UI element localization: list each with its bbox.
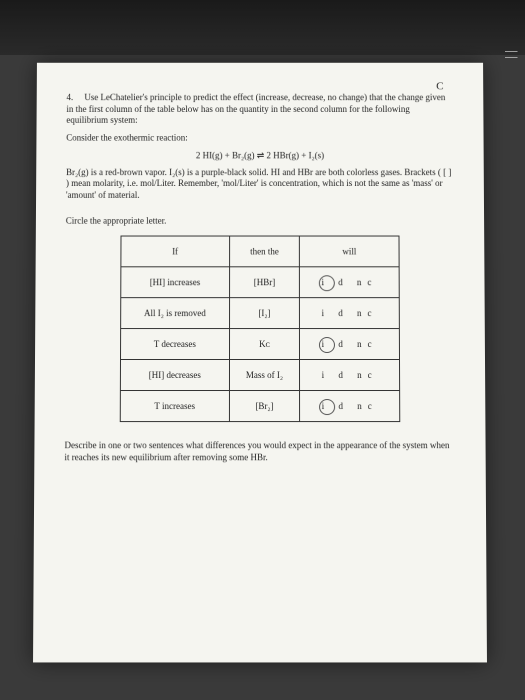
edge-marks: | | xyxy=(503,50,519,59)
choice-nc: nc xyxy=(357,401,378,411)
header-then: then the xyxy=(229,236,300,267)
cell-if: T increases xyxy=(120,390,229,421)
cell-then: [I₂] xyxy=(229,297,300,328)
choice-nc: nc xyxy=(357,370,378,380)
cell-choices: i d nc xyxy=(300,359,400,390)
cell-if: All I₂ is removed xyxy=(121,297,230,328)
reaction-equation: 2 HI(g) + Br₂(g) ⇌ 2 HBr(g) + I₂(s) xyxy=(66,150,454,161)
question-text-1: Use LeChatelier's principle to predict t… xyxy=(66,92,445,125)
describe-question: Describe in one or two sentences what di… xyxy=(64,440,455,463)
choice-d: d xyxy=(338,308,349,318)
cell-if: T decreases xyxy=(121,328,230,359)
desk-surface xyxy=(0,0,525,55)
consider-line: Consider the exothermic reaction: xyxy=(66,133,454,145)
table-row: [HI] increases [HBr] i d nc xyxy=(121,267,399,298)
choice-d: d xyxy=(338,370,349,380)
table-row: [HI] decreases Mass of I₂ i d nc xyxy=(120,359,399,390)
cell-choices: i d nc xyxy=(300,297,400,328)
cell-then: Kᴄ xyxy=(229,328,300,359)
choice-i: i xyxy=(322,370,331,380)
choice-i: i xyxy=(322,339,331,349)
choice-d: d xyxy=(339,401,350,411)
table-row: T decreases Kᴄ i d nc xyxy=(121,328,400,359)
cell-choices: i d nc xyxy=(300,328,400,359)
cell-choices: i d nc xyxy=(300,267,400,298)
question-intro: 4. Use LeChatelier's principle to predic… xyxy=(66,92,453,127)
cell-then: [HBr] xyxy=(229,267,300,298)
worksheet-page: C 4. Use LeChatelier's principle to pred… xyxy=(33,63,487,663)
header-will: will xyxy=(300,236,399,267)
choice-nc: nc xyxy=(357,339,378,349)
table-header-row: If then the will xyxy=(121,236,399,267)
choice-i: i xyxy=(322,277,331,287)
cell-then: [Br₂] xyxy=(229,390,300,421)
cell-then: Mass of I₂ xyxy=(229,359,300,390)
circle-instruction: Circle the appropriate letter. xyxy=(66,216,454,226)
header-if: If xyxy=(121,236,229,267)
choice-d: d xyxy=(338,277,349,287)
table-row: T increases [Br₂] i d nc xyxy=(120,390,399,421)
question-number: 4. xyxy=(66,92,73,102)
choice-i: i xyxy=(322,401,331,411)
choice-nc: nc xyxy=(357,277,377,287)
cell-if: [HI] decreases xyxy=(120,359,229,390)
question-text-2: Br₂(g) is a red-brown vapor. I₂(s) is a … xyxy=(66,167,454,202)
table-row: All I₂ is removed [I₂] i d nc xyxy=(121,297,400,328)
page-letter: C xyxy=(436,80,443,92)
choice-nc: nc xyxy=(357,308,378,318)
choice-i: i xyxy=(322,308,331,318)
answer-table: If then the will [HI] increases [HBr] i … xyxy=(120,235,401,422)
choice-d: d xyxy=(338,339,349,349)
cell-if: [HI] increases xyxy=(121,267,229,298)
cell-choices: i d nc xyxy=(300,390,400,421)
